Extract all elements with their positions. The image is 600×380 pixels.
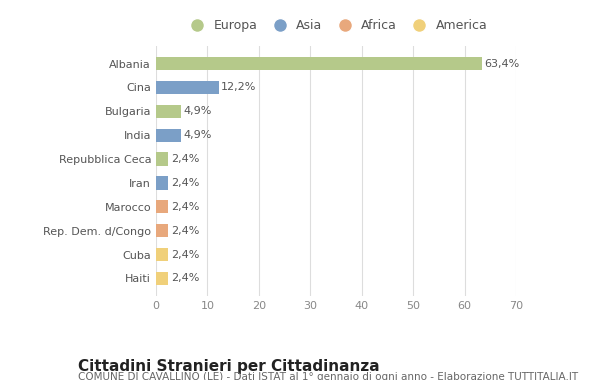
Text: 2,4%: 2,4% xyxy=(171,250,199,260)
Bar xyxy=(156,105,181,118)
Bar xyxy=(156,152,169,166)
Legend: Europa, Asia, Africa, America: Europa, Asia, Africa, America xyxy=(179,14,493,37)
Text: 4,9%: 4,9% xyxy=(184,130,212,140)
Bar xyxy=(156,81,219,94)
Text: 4,9%: 4,9% xyxy=(184,106,212,116)
Bar xyxy=(156,176,169,190)
Bar xyxy=(156,57,482,70)
Text: 2,4%: 2,4% xyxy=(171,154,199,164)
Bar xyxy=(156,200,169,214)
Text: 12,2%: 12,2% xyxy=(221,82,257,92)
Text: 63,4%: 63,4% xyxy=(485,59,520,68)
Text: 2,4%: 2,4% xyxy=(171,274,199,283)
Text: 2,4%: 2,4% xyxy=(171,202,199,212)
Bar xyxy=(156,272,169,285)
Text: 2,4%: 2,4% xyxy=(171,178,199,188)
Bar xyxy=(156,128,181,142)
Bar xyxy=(156,248,169,261)
Text: Cittadini Stranieri per Cittadinanza: Cittadini Stranieri per Cittadinanza xyxy=(78,359,380,374)
Bar xyxy=(156,224,169,237)
Text: COMUNE DI CAVALLINO (LE) - Dati ISTAT al 1° gennaio di ogni anno - Elaborazione : COMUNE DI CAVALLINO (LE) - Dati ISTAT al… xyxy=(78,372,578,380)
Text: 2,4%: 2,4% xyxy=(171,226,199,236)
